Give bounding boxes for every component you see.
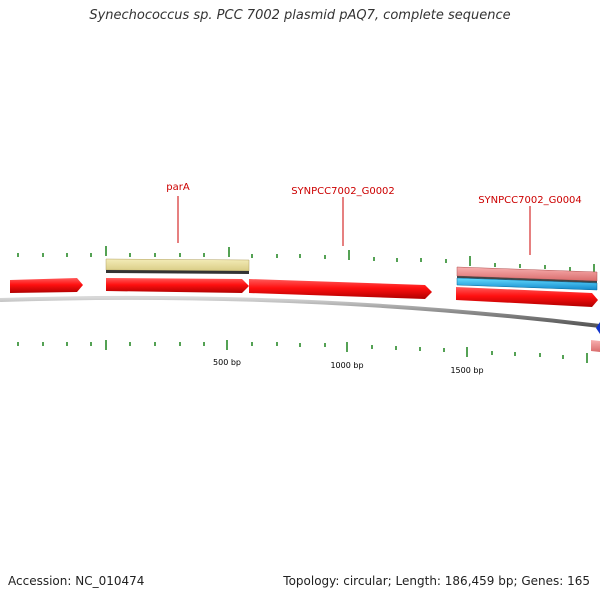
gene-label-g0004: SYNPCC7002_G0004 — [478, 195, 582, 206]
gene-label-g0002: SYNPCC7002_G0002 — [291, 186, 395, 197]
cds-arrows — [10, 278, 598, 307]
gene-bar-para — [105, 258, 250, 274]
cds-arrow-2 — [106, 278, 249, 293]
cds-arrow-3 — [249, 279, 432, 299]
upper-ticks — [17, 246, 595, 274]
blue-marker — [596, 322, 600, 334]
gene-label-para: parA — [166, 182, 190, 193]
edge-features — [591, 322, 600, 352]
label-leaders — [177, 196, 531, 255]
plasmid-backbone — [0, 295, 600, 328]
accession-text: Accession: NC_010474 — [8, 574, 145, 588]
cds-arrow-4 — [456, 287, 598, 307]
ruler-label-1500: 1500 bp — [450, 366, 483, 375]
summary-text: Topology: circular; Length: 186,459 bp; … — [283, 574, 590, 588]
ruler-label-1000: 1000 bp — [330, 361, 363, 370]
lower-ticks — [17, 340, 588, 363]
pink-edge-bar — [591, 340, 600, 352]
cds-arrow-1 — [10, 278, 83, 293]
feature-bars-g0004 — [456, 266, 598, 291]
map-title: Synechococcus sp. PCC 7002 plasmid pAQ7,… — [89, 8, 511, 23]
ruler-label-500: 500 bp — [213, 358, 241, 367]
